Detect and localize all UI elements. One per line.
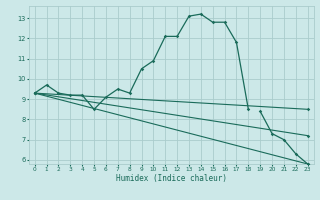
X-axis label: Humidex (Indice chaleur): Humidex (Indice chaleur) [116, 174, 227, 183]
